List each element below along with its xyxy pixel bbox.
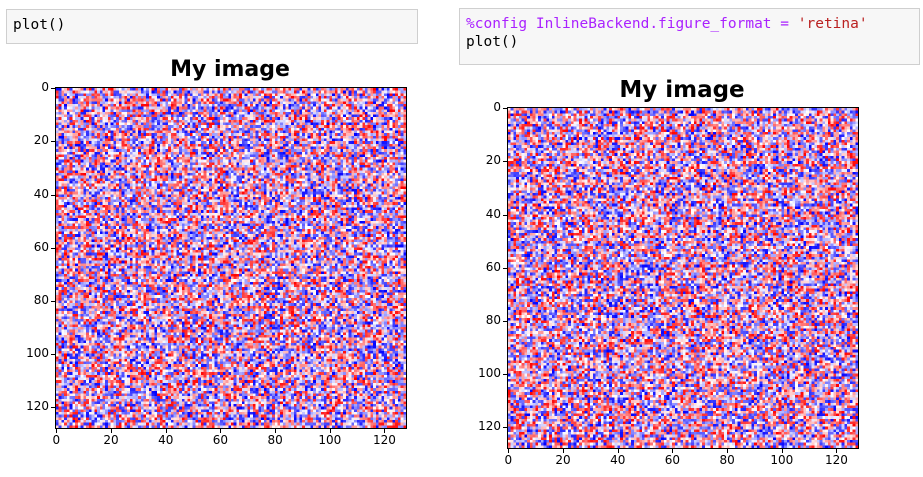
x-tick-mark xyxy=(727,449,729,453)
x-tick-mark xyxy=(672,449,674,453)
x-tick-label: 100 xyxy=(318,433,342,447)
y-tick-mark xyxy=(51,88,55,90)
y-tick-mark xyxy=(503,161,507,163)
y-tick-label: 80 xyxy=(485,312,501,327)
heatmap-image xyxy=(507,107,859,449)
y-tick-label: 40 xyxy=(485,206,501,221)
code-cell-right[interactable]: %config InlineBackend.figure_format = 'r… xyxy=(459,8,920,65)
code-cell-left[interactable]: plot() xyxy=(6,9,418,44)
y-tick-mark xyxy=(503,320,507,322)
x-tick-mark xyxy=(508,449,510,453)
figure-title: My image xyxy=(619,77,745,103)
x-tick-label: 0 xyxy=(504,453,513,467)
code-text: plot() xyxy=(13,17,66,33)
x-tick-mark xyxy=(617,449,619,453)
y-tick-mark xyxy=(503,373,507,375)
x-tick-label: 0 xyxy=(52,433,61,447)
x-tick-label: 80 xyxy=(719,453,735,467)
x-tick-mark xyxy=(275,429,277,433)
x-tick-label: 40 xyxy=(158,433,174,447)
x-tick-label: 120 xyxy=(825,453,848,467)
y-tick-label: 120 xyxy=(26,399,49,414)
y-tick-label: 120 xyxy=(478,419,501,434)
code-operator: = xyxy=(771,16,798,32)
y-tick-mark xyxy=(503,214,507,216)
x-tick-label: 20 xyxy=(555,453,571,467)
y-tick-label: 20 xyxy=(485,153,501,168)
code-text: plot() xyxy=(466,34,519,50)
x-tick-mark xyxy=(220,429,222,433)
heatmap-image xyxy=(55,87,407,429)
x-tick-label: 120 xyxy=(373,433,396,447)
code-string: 'retina' xyxy=(797,16,868,32)
y-tick-mark xyxy=(51,353,55,355)
y-tick-label: 40 xyxy=(33,186,49,201)
y-tick-label: 20 xyxy=(33,133,49,148)
x-tick-label: 20 xyxy=(103,433,119,447)
x-tick-mark xyxy=(329,429,331,433)
y-tick-label: 100 xyxy=(478,365,501,380)
y-tick-mark xyxy=(51,247,55,249)
y-tick-mark xyxy=(503,267,507,269)
y-tick-label: 60 xyxy=(33,239,49,254)
y-tick-mark xyxy=(51,407,55,409)
x-tick-mark xyxy=(165,429,167,433)
y-tick-label: 80 xyxy=(33,292,49,307)
y-tick-mark xyxy=(51,141,55,143)
x-tick-label: 60 xyxy=(664,453,681,467)
x-tick-mark xyxy=(384,429,386,433)
y-tick-label: 0 xyxy=(493,100,501,115)
x-tick-label: 100 xyxy=(770,453,794,467)
x-tick-mark xyxy=(563,449,565,453)
x-tick-label: 80 xyxy=(267,433,283,447)
x-tick-mark xyxy=(56,429,58,433)
y-tick-label: 0 xyxy=(41,80,49,95)
x-tick-mark xyxy=(781,449,783,453)
y-tick-label: 60 xyxy=(485,259,501,274)
x-tick-label: 60 xyxy=(212,433,229,447)
y-tick-mark xyxy=(51,194,55,196)
x-tick-label: 40 xyxy=(610,453,626,467)
y-tick-label: 100 xyxy=(26,345,49,360)
x-tick-mark xyxy=(836,449,838,453)
y-tick-mark xyxy=(51,300,55,302)
x-tick-mark xyxy=(111,429,113,433)
code-magic: %config InlineBackend.figure_format xyxy=(466,16,772,32)
y-tick-mark xyxy=(503,108,507,110)
y-tick-mark xyxy=(503,427,507,429)
figure-title: My image xyxy=(170,57,290,82)
